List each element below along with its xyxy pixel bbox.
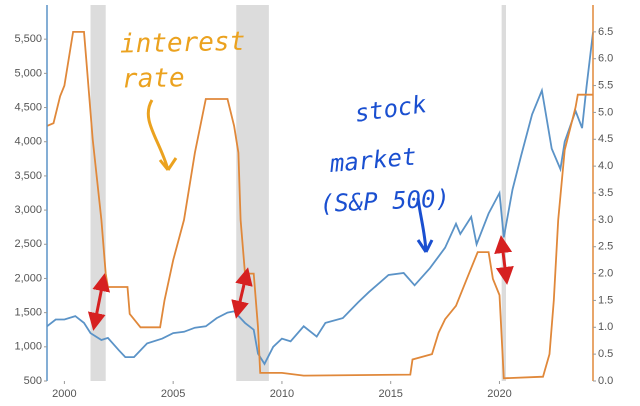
x-tick-label: 2020: [487, 388, 511, 400]
y-tick-label: 2,500: [14, 238, 42, 250]
y2-tick-label: 3.0: [598, 214, 613, 226]
series-line: [46, 32, 594, 366]
recession-band: [236, 5, 269, 381]
y2-tick-label: 5.5: [598, 79, 613, 91]
y2-tick-label: 6.0: [598, 53, 613, 65]
y2-tick-label: 0.0: [598, 375, 613, 387]
annotation: market: [328, 143, 418, 179]
y-tick-label: 4,000: [14, 136, 42, 148]
annotation: interest: [120, 27, 246, 60]
y-tick-label: 5,000: [14, 67, 42, 79]
x-tick-label: 2010: [270, 388, 294, 400]
y2-tick-label: 0.5: [598, 348, 613, 360]
red-arrows: [87, 235, 514, 331]
y2-tick-label: 5.0: [598, 106, 613, 118]
y2-tick-label: 4.0: [598, 160, 613, 172]
arrow: [87, 273, 111, 331]
y2-tick-label: 1.0: [598, 321, 613, 333]
arrow: [231, 267, 253, 319]
x-tick-label: 2000: [52, 388, 76, 400]
arrow: [494, 235, 514, 285]
y-tick-label: 500: [24, 375, 42, 387]
y-tick-label: 3,000: [14, 204, 42, 216]
annotation: stock: [353, 90, 429, 128]
y-tick-label: 5,500: [14, 33, 42, 45]
y2-tick-label: 2.5: [598, 241, 613, 253]
y-tick-label: 1,000: [14, 341, 42, 353]
y2-tick-label: 4.5: [598, 133, 613, 145]
annotation: rate: [122, 63, 185, 94]
hand-arrow: [146, 99, 178, 171]
y2-tick-label: 6.5: [598, 26, 613, 38]
hand-arrow: [416, 197, 434, 253]
x-tick-label: 2015: [378, 388, 402, 400]
y-tick-label: 2,000: [14, 272, 42, 284]
y-tick-label: 4,500: [14, 101, 42, 113]
annotation: (S&P 500): [319, 184, 450, 218]
x-tick-label: 2005: [161, 388, 185, 400]
y2-tick-label: 3.5: [598, 187, 613, 199]
y2-tick-label: 1.5: [598, 294, 613, 306]
y-tick-label: 3,500: [14, 170, 42, 182]
recession-band: [501, 5, 506, 381]
y2-tick-label: 2.0: [598, 267, 613, 279]
y-tick-label: 1,500: [14, 307, 42, 319]
